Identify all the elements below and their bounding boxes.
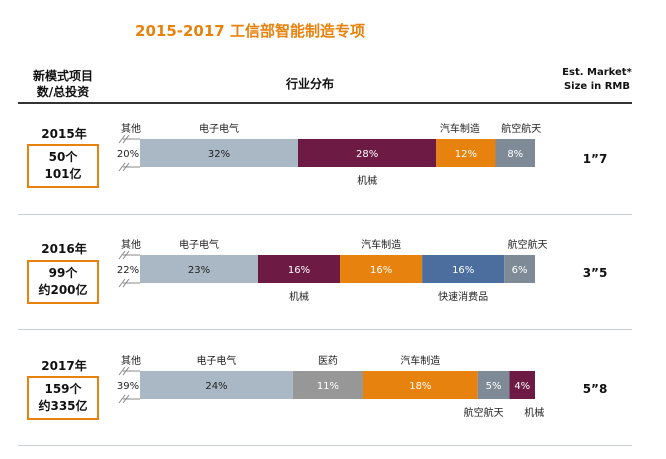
- header-divider: [18, 102, 632, 104]
- year-label-2016: 2016年: [41, 242, 87, 256]
- segment-name-label: 航空航天: [508, 238, 548, 251]
- axis-break-mark: [118, 134, 126, 144]
- bar-segment-汽车制造: [340, 255, 423, 283]
- segment-value-label: 28%: [356, 149, 378, 160]
- bar-segment-快速消费品: [422, 255, 505, 283]
- segment-value-label: 4%: [514, 381, 530, 392]
- market-size-2017: 5”8: [582, 382, 608, 396]
- bar-segment-机械: [509, 371, 535, 399]
- page-title: 2015-2017 工信部智能制造专项: [135, 22, 365, 40]
- market-size-2015: 1”7: [582, 152, 608, 166]
- bar-segment-航空航天: [477, 371, 510, 399]
- segment-name-label: 汽车制造: [400, 354, 440, 367]
- segment-value-label: 5%: [486, 381, 502, 392]
- project-box-2017: 159个 约335亿: [27, 376, 99, 420]
- axis-break-mark: [118, 278, 126, 288]
- bar-segment-航空航天: [495, 139, 535, 167]
- segment-value-other-2: 39%: [117, 381, 139, 392]
- bar-segment-电子电气: [140, 371, 293, 399]
- project-box-2015: 50个 101亿: [27, 144, 99, 188]
- segment-value-label: 16%: [288, 265, 310, 276]
- market-size-2016: 3”5: [582, 266, 608, 280]
- segment-name-other-0: 其他: [121, 122, 141, 135]
- segment-value-other-1: 22%: [117, 265, 139, 276]
- segment-name-label: 航空航天: [464, 406, 504, 419]
- segment-name-label: 汽车制造: [440, 122, 480, 135]
- bar-segment-电子电气: [140, 139, 298, 167]
- segment-name-label: 电子电气: [179, 238, 219, 251]
- header-market-size: Est. Market* Size in RMB: [562, 67, 632, 92]
- axis-break-mark: [118, 250, 126, 260]
- segment-value-label: 18%: [409, 381, 431, 392]
- segment-value-label: 12%: [455, 149, 477, 160]
- header-industry-distribution: 行业分布: [285, 77, 334, 91]
- segment-name-label: 机械: [289, 290, 309, 303]
- segment-name-other-1: 其他: [121, 238, 141, 251]
- segment-name-label: 快速消费品: [438, 290, 488, 303]
- segment-value-other-0: 20%: [117, 149, 139, 160]
- segment-value-label: 11%: [317, 381, 339, 392]
- header-project-count: 新模式项目 数/总投资: [32, 69, 93, 99]
- segment-value-label: 16%: [452, 265, 474, 276]
- segment-value-label: 8%: [507, 149, 523, 160]
- year-label-2015: 2015年: [41, 127, 87, 141]
- project-box-2016: 99个 约200亿: [27, 260, 99, 304]
- bar-segment-航空航天: [504, 255, 535, 283]
- bar-segment-机械: [298, 139, 437, 167]
- row-divider-1: [18, 214, 632, 215]
- segment-value-label: 24%: [205, 381, 227, 392]
- segment-value-label: 32%: [208, 149, 230, 160]
- bar-segment-机械: [257, 255, 341, 283]
- axis-break-mark: [118, 394, 126, 404]
- segment-value-label: 6%: [512, 265, 528, 276]
- bar-segment-汽车制造: [436, 139, 496, 167]
- axis-break-mark: [118, 366, 126, 376]
- row-divider-3: [18, 445, 632, 446]
- row-divider-2: [18, 329, 632, 330]
- bar-segment-医药: [292, 371, 363, 399]
- segment-name-other-2: 其他: [121, 354, 141, 367]
- segment-value-label: 16%: [370, 265, 392, 276]
- year-label-2017: 2017年: [41, 359, 87, 373]
- segment-name-label: 电子电气: [196, 354, 236, 367]
- segment-name-label: 医药: [318, 355, 338, 367]
- segment-name-label: 机械: [524, 406, 544, 419]
- segment-value-label: 23%: [188, 265, 210, 276]
- segment-name-label: 机械: [357, 174, 377, 187]
- bar-segment-汽车制造: [362, 371, 478, 399]
- segment-name-label: 航空航天: [501, 122, 541, 135]
- segment-name-label: 汽车制造: [361, 238, 401, 251]
- segment-name-label: 电子电气: [199, 122, 239, 135]
- bar-segment-电子电气: [140, 255, 258, 283]
- axis-break-mark: [118, 162, 126, 172]
